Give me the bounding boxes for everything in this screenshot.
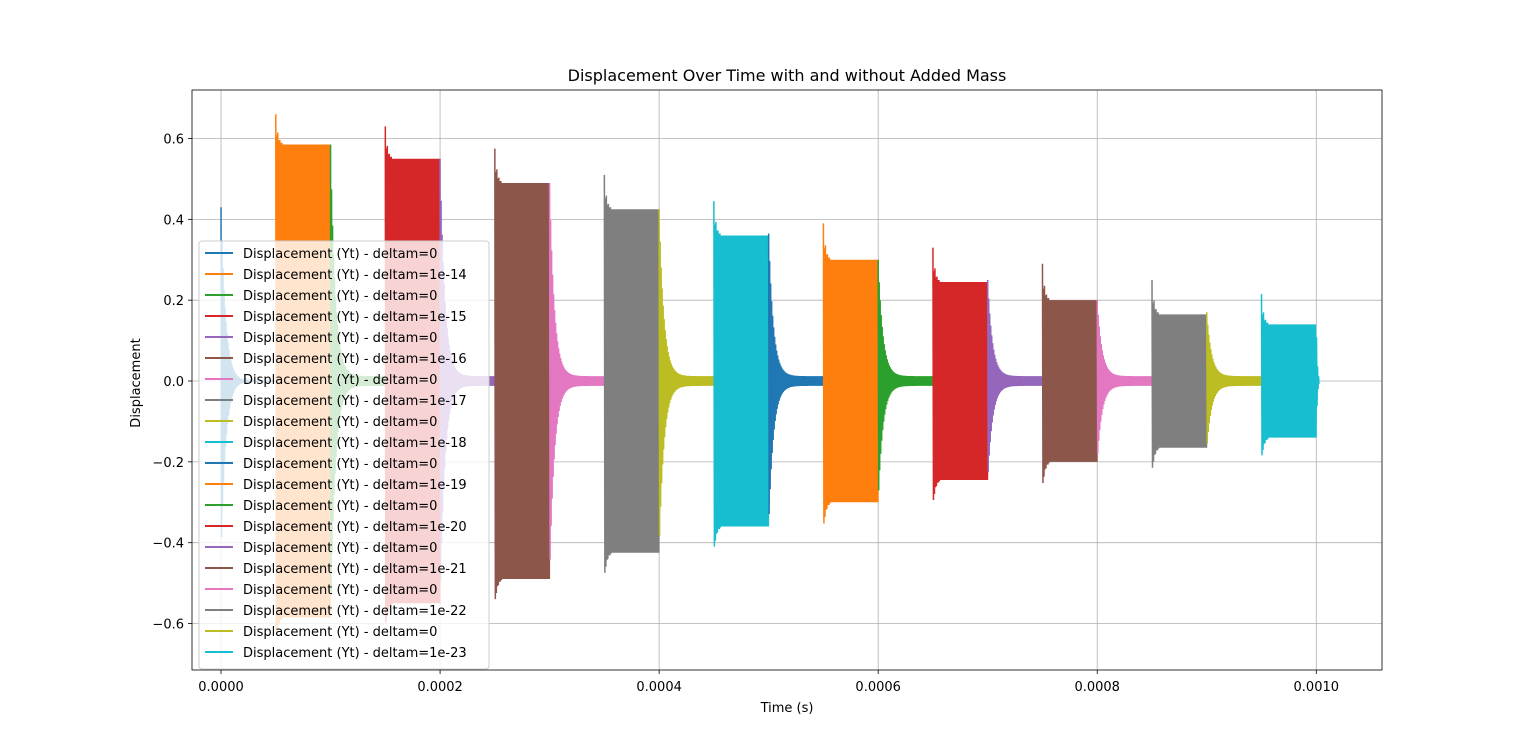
x-axis-label: Time (s) (760, 701, 814, 716)
series-line (494, 148, 557, 600)
series-line (1206, 312, 1268, 444)
series-line (1096, 300, 1158, 455)
legend-entry: Displacement (Yt) - deltam=1e-14 (243, 268, 467, 283)
legend-entry: Displacement (Yt) - deltam=0 (243, 457, 437, 472)
series-line (932, 247, 994, 501)
series-line (1260, 294, 1320, 456)
series-line (767, 233, 830, 515)
x-tick-label: 0.0008 (1074, 680, 1120, 695)
x-tick-label: 0.0002 (417, 680, 463, 695)
legend-entry: Displacement (Yt) - deltam=1e-15 (243, 310, 467, 325)
legend-entry: Displacement (Yt) - deltam=0 (243, 331, 437, 346)
series-line (986, 279, 1049, 473)
legend-entry: Displacement (Yt) - deltam=0 (243, 583, 437, 598)
legend-entry: Displacement (Yt) - deltam=1e-19 (243, 478, 467, 493)
legend-entry: Displacement (Yt) - deltam=0 (243, 415, 437, 430)
legend-entry: Displacement (Yt) - deltam=1e-18 (243, 436, 467, 451)
plot-frame (191, 89, 1383, 671)
series-line (658, 209, 720, 536)
series-line (1151, 279, 1213, 468)
legend-entry: Displacement (Yt) - deltam=0 (243, 499, 437, 514)
legend-entry: Displacement (Yt) - deltam=1e-17 (243, 394, 467, 409)
series-line (548, 182, 611, 560)
legend-entry: Displacement (Yt) - deltam=1e-16 (243, 352, 467, 367)
x-tick-label: 0.0000 (198, 680, 244, 695)
legend-entry: Displacement (Yt) - deltam=1e-22 (243, 604, 467, 619)
y-tick-label: 0.6 (163, 133, 184, 148)
legend-entry: Displacement (Yt) - deltam=1e-20 (243, 520, 467, 535)
legend-entry: Displacement (Yt) - deltam=0 (243, 541, 437, 556)
y-tick-label: −0.4 (152, 537, 184, 552)
y-tick-label: 0.4 (163, 213, 184, 228)
x-tick-label: 0.0006 (855, 680, 901, 695)
legend-entry: Displacement (Yt) - deltam=0 (243, 625, 437, 640)
legend-entry: Displacement (Yt) - deltam=0 (243, 373, 437, 388)
series-line (877, 259, 939, 491)
x-tick-label: 0.0004 (636, 680, 682, 695)
legend: Displacement (Yt) - deltam=0 Displacement… (198, 240, 490, 670)
series-line (713, 201, 776, 547)
legend-entry: Displacement (Yt) - deltam=1e-21 (243, 562, 467, 577)
legend-entry: Displacement (Yt) - deltam=0 (243, 289, 437, 304)
y-axis-label: Displacement (129, 338, 144, 427)
legend-entry: Displacement (Yt) - deltam=0 (243, 247, 437, 262)
legend-box (198, 240, 490, 670)
series-line (1041, 263, 1104, 484)
y-tick-label: 0.2 (163, 294, 184, 309)
axes: 0.0000 0.0002 0.0004 0.0006 0.0008 0.0010 −0.6… (152, 89, 1383, 695)
x-tick-label: 0.0010 (1294, 680, 1340, 695)
y-tick-label: 0.0 (163, 375, 184, 390)
series-line (822, 223, 885, 524)
legend-entry: Displacement (Yt) - deltam=1e-23 (243, 646, 467, 661)
series-line (603, 174, 666, 573)
y-tick-label: −0.6 (152, 618, 184, 633)
chart-title: Displacement Over Time with and without … (568, 66, 1007, 85)
y-tick-label: −0.2 (152, 456, 184, 471)
